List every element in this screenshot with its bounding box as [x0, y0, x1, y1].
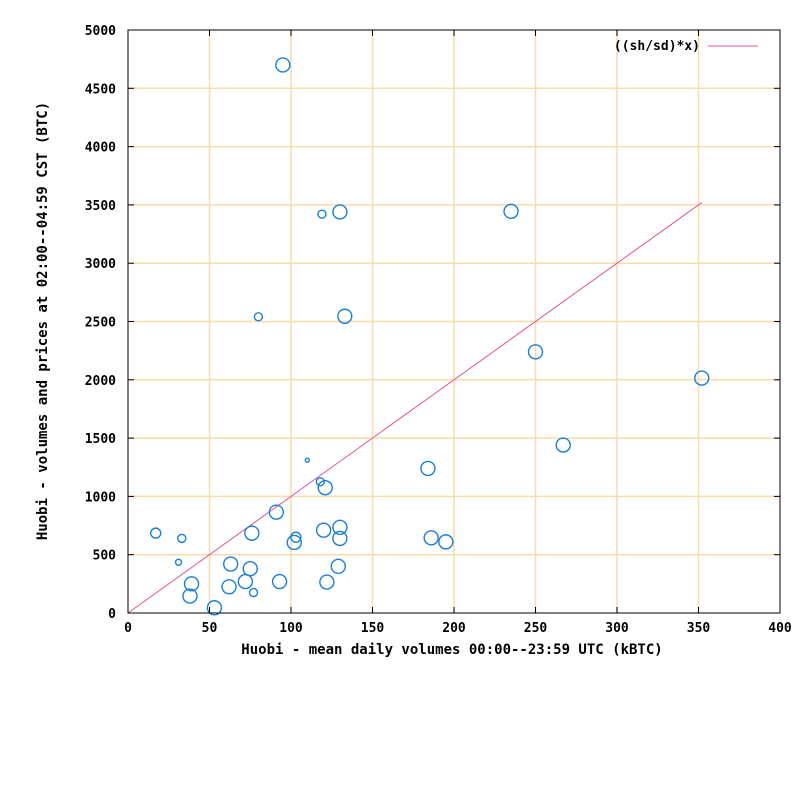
- data-point: [555, 437, 571, 453]
- data-point: [271, 573, 288, 590]
- data-point: [248, 587, 259, 598]
- data-point: [286, 534, 302, 551]
- legend-label: ((sh/sd)*x): [614, 39, 700, 54]
- data-point: [304, 457, 310, 463]
- fit-line-group: [127, 202, 703, 614]
- x-axis-label: Huobi - mean daily volumes 00:00--23:59 …: [241, 642, 662, 658]
- data-point: [253, 312, 264, 322]
- y-tick-label: 4000: [85, 141, 116, 156]
- y-tick-label: 0: [108, 607, 116, 622]
- x-tick-label: 50: [202, 621, 218, 636]
- x-tick-label: 300: [605, 621, 629, 636]
- data-point: [206, 600, 223, 616]
- x-tick-label: 200: [442, 621, 466, 636]
- legend: ((sh/sd)*x): [614, 39, 758, 54]
- data-point: [150, 527, 162, 539]
- data-point: [237, 573, 254, 590]
- data-point: [315, 522, 332, 538]
- data-point: [183, 576, 200, 592]
- y-tick-label: 1500: [85, 432, 116, 447]
- x-tick-label: 150: [361, 621, 385, 636]
- y-tick-label: 2500: [85, 316, 116, 331]
- y-tick-label: 1000: [85, 490, 116, 505]
- data-point: [177, 533, 187, 544]
- x-tick-label: 100: [279, 621, 303, 636]
- y-tick-label: 3000: [85, 257, 116, 272]
- data-point: [174, 558, 183, 566]
- data-point: [275, 57, 291, 73]
- y-tick-label: 3500: [85, 199, 116, 214]
- data-point: [420, 460, 436, 477]
- x-tick-label: 250: [524, 621, 548, 636]
- data-point: [438, 534, 454, 550]
- x-tick-label: 400: [768, 621, 792, 636]
- data-point: [244, 525, 260, 541]
- y-tick-label: 5000: [85, 24, 116, 39]
- data-point: [182, 588, 198, 604]
- data-point: [527, 344, 544, 360]
- x-tick-label: 0: [124, 621, 132, 636]
- y-tick-label: 4500: [85, 82, 116, 97]
- data-point: [330, 558, 346, 575]
- data-point: [222, 556, 239, 572]
- data-points: [150, 57, 710, 616]
- y-axis-label: Huobi - volumes and prices at 02:00--04:…: [35, 102, 51, 540]
- data-point: [503, 203, 519, 220]
- x-tick-label: 350: [687, 621, 711, 636]
- data-point: [221, 579, 237, 595]
- fit-line: [127, 202, 703, 614]
- x-axis-ticks: 0 50 100 150 200 250 300 350 400: [124, 30, 792, 636]
- data-point: [315, 477, 326, 487]
- data-point: [290, 531, 302, 543]
- data-point: [268, 504, 285, 520]
- data-point: [332, 530, 348, 547]
- data-point: [337, 308, 353, 324]
- data-point: [332, 519, 348, 535]
- data-point: [319, 574, 335, 590]
- data-point: [317, 479, 333, 496]
- data-point: [423, 530, 439, 546]
- data-point: [332, 204, 348, 220]
- data-point: [694, 370, 710, 386]
- y-tick-label: 2000: [85, 374, 116, 389]
- y-axis-ticks: 0 500 1000 1500 2000 2500 3000 3500 4000 4500 5000: [85, 24, 780, 622]
- data-point: [317, 209, 327, 219]
- y-tick-label: 500: [93, 549, 117, 564]
